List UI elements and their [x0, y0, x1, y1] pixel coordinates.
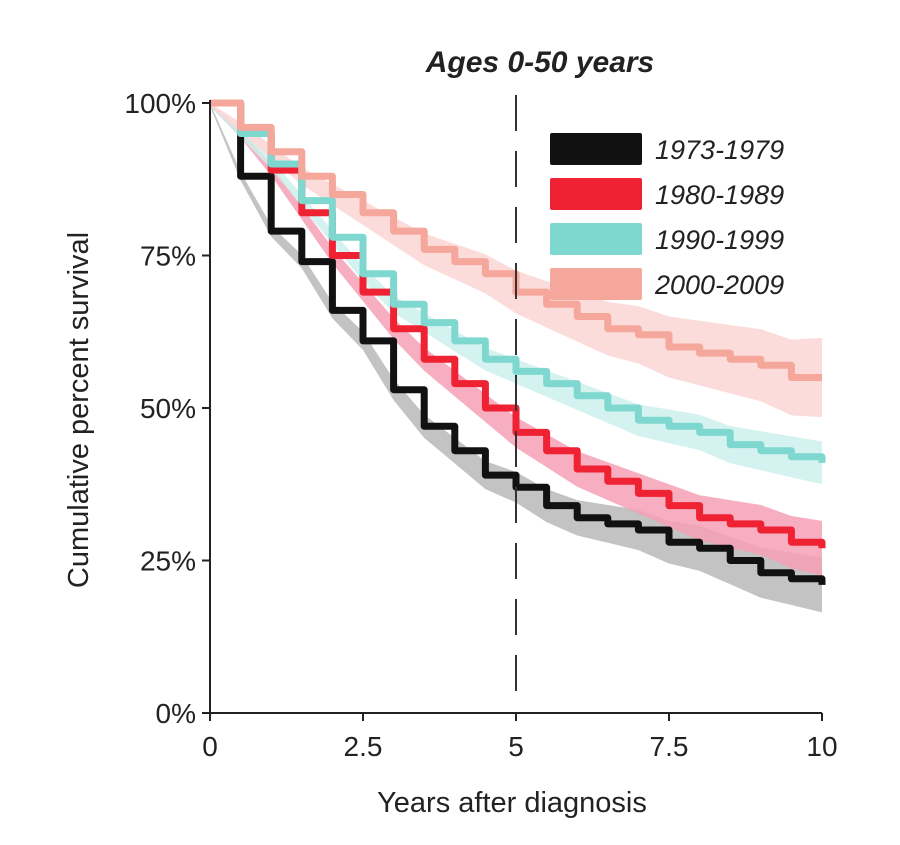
- legend-swatch: [550, 133, 642, 165]
- y-tick-label: 50%: [140, 393, 196, 424]
- x-tick-label: 0: [202, 731, 218, 762]
- y-tick-label: 100%: [124, 88, 196, 119]
- y-tick-label: 25%: [140, 546, 196, 577]
- x-tick-label: 2.5: [344, 731, 383, 762]
- x-axis-label: Years after diagnosis: [377, 787, 647, 819]
- y-axis-label: Cumulative percent survival: [63, 232, 95, 588]
- x-tick-label: 5: [508, 731, 524, 762]
- legend-label: 2000-2009: [654, 270, 784, 300]
- legend-swatch: [550, 268, 642, 300]
- y-tick-label: 75%: [140, 241, 196, 272]
- x-tick-label: 10: [806, 731, 837, 762]
- legend-label: 1973-1979: [655, 135, 784, 165]
- y-tick-label: 0%: [156, 698, 196, 729]
- legend-label: 1990-1999: [655, 225, 784, 255]
- x-tick-label: 7.5: [650, 731, 689, 762]
- series-line-1990-1999: [210, 99, 826, 463]
- chart-title: Ages 0-50 years: [425, 46, 655, 79]
- legend-swatch: [550, 178, 642, 210]
- legend-swatch: [550, 223, 642, 255]
- legend-label: 1980-1989: [655, 180, 784, 210]
